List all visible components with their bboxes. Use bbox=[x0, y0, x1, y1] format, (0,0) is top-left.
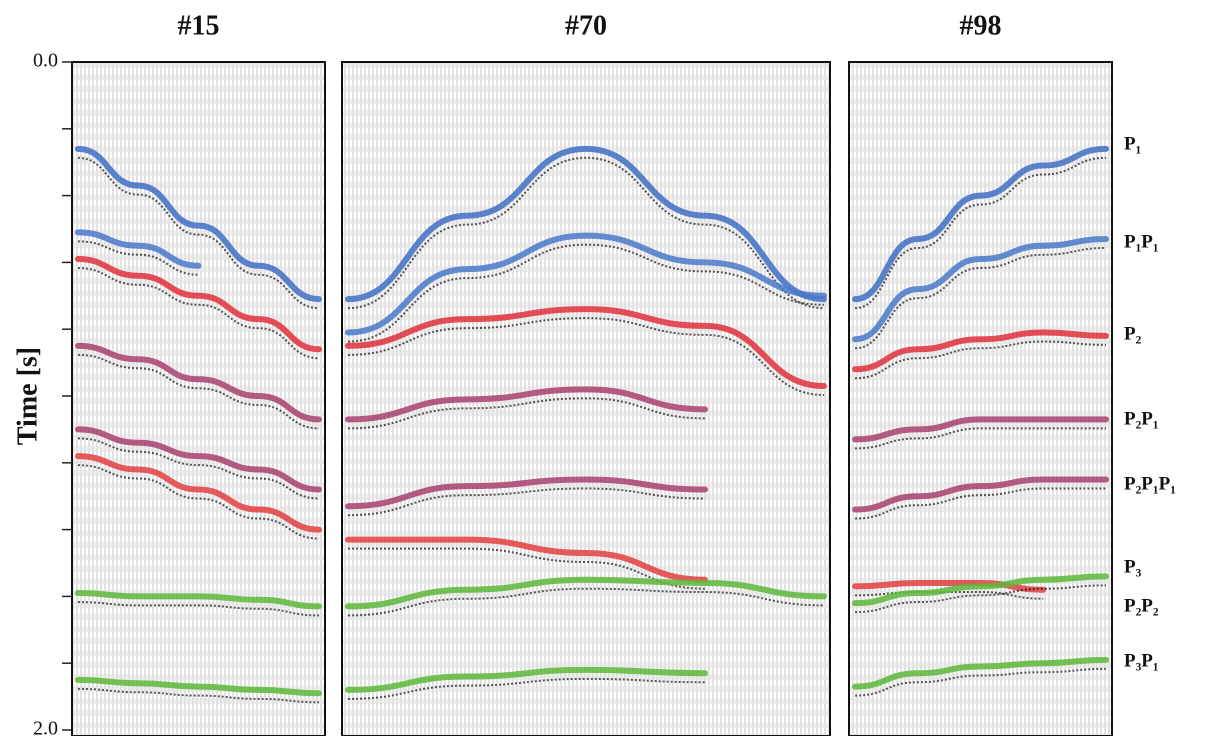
event-label: P₁P₁ bbox=[1124, 231, 1159, 252]
panel-title: #70 bbox=[565, 10, 607, 41]
event-label: P₂P₂ bbox=[1124, 595, 1159, 616]
panel-title: #98 bbox=[960, 10, 1002, 41]
y-tick-label: 2.0 bbox=[33, 718, 58, 736]
event-label: P₂P₁ bbox=[1124, 408, 1159, 429]
chart: Time [s] 0.02.0#15#70#98P₁P₁P₁P₂P₂P₁P₂P₁… bbox=[0, 0, 1211, 736]
panel bbox=[849, 62, 1112, 736]
y-axis-label: Time [s] bbox=[12, 347, 43, 445]
event-label: P₃ bbox=[1124, 556, 1142, 577]
panel-title: #15 bbox=[178, 10, 220, 41]
y-tick-label: 0.0 bbox=[33, 50, 58, 72]
event-label: P₃P₁ bbox=[1124, 650, 1159, 671]
event-label: P₁ bbox=[1124, 133, 1141, 154]
event-label: P₂P₁P₁ bbox=[1124, 473, 1176, 494]
event-label: P₂ bbox=[1124, 323, 1142, 344]
panel bbox=[72, 62, 325, 736]
